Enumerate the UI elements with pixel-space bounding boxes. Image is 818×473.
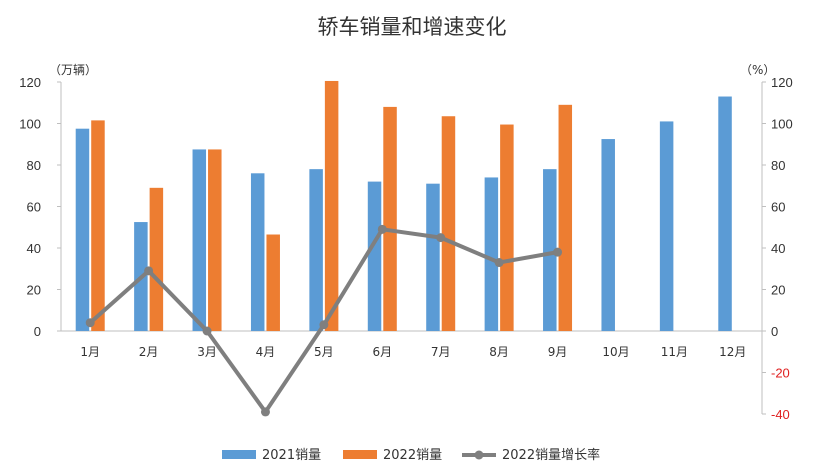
bar-2021 — [659, 121, 674, 331]
bar-2022 — [500, 124, 514, 331]
y-right-tick-label: 40 — [771, 241, 785, 256]
legend-swatch-2022 — [343, 450, 377, 459]
y-left-tick-label: 0 — [34, 324, 41, 339]
y-left-tick-label: 20 — [27, 283, 41, 298]
legend-label-2022: 2022销量 — [383, 448, 442, 463]
bar-2022 — [383, 106, 397, 332]
legend-label-2021: 2021销量 — [262, 448, 321, 463]
legend-swatch-growth-marker — [474, 450, 484, 460]
x-tick-label: 6月 — [372, 345, 392, 359]
bar-2022 — [266, 234, 280, 331]
chart-title: 轿车销量和增速变化 — [318, 15, 507, 39]
x-tick-label: 3月 — [197, 345, 217, 359]
x-tick-label: 4月 — [256, 345, 276, 359]
bar-2021 — [250, 173, 265, 331]
legend-swatch-2021 — [222, 450, 256, 459]
bar-2021 — [367, 181, 382, 331]
bar-2021 — [75, 128, 90, 331]
growth-point — [260, 407, 270, 417]
x-axis-labels: 1月 2月 3月 4月 5月 6月 7月 8月 9月 10月 11月 12月 — [80, 345, 746, 359]
y-right-tick-label: -20 — [771, 366, 790, 381]
y-right-tick-label: 100 — [771, 117, 793, 132]
y-left-tick-label: 40 — [27, 241, 41, 256]
growth-point — [144, 266, 154, 276]
y-right-tick-label: 80 — [771, 158, 785, 173]
x-tick-label: 1月 — [80, 345, 100, 359]
axes: 0 20 40 60 80 100 120 -40 -20 0 20 40 60 80 100 120 — [19, 75, 792, 422]
bar-2021 — [543, 169, 557, 331]
growth-point — [436, 233, 446, 243]
bar-2021 — [484, 177, 499, 331]
legend: 2021销量 2022销量 2022销量增长率 — [222, 447, 600, 463]
x-tick-label: 5月 — [314, 345, 334, 359]
y-right-tick-label: -40 — [771, 407, 790, 422]
bar-2022 — [91, 120, 105, 331]
y-right-tick-label: 120 — [771, 75, 793, 90]
growth-point — [377, 224, 387, 234]
y-left-tick-label: 120 — [19, 75, 41, 90]
growth-line — [85, 224, 563, 417]
x-tick-label: 7月 — [431, 345, 451, 359]
growth-point — [319, 320, 329, 330]
bar-2021 — [426, 183, 440, 331]
bar-2021 — [718, 96, 732, 332]
x-tick-label: 11月 — [661, 345, 688, 359]
growth-point — [85, 318, 95, 328]
growth-point — [202, 326, 212, 336]
bar-2022 — [558, 104, 573, 331]
y-right-unit: （%） — [740, 63, 775, 77]
bar-2022 — [441, 116, 456, 331]
bar-2021 — [601, 139, 615, 331]
bar-2021 — [192, 149, 207, 331]
y-left-tick-label: 60 — [27, 200, 41, 215]
y-left-tick-label: 100 — [19, 117, 41, 132]
x-tick-label: 8月 — [489, 345, 509, 359]
bar-2021 — [309, 169, 323, 331]
y-right-tick-label: 0 — [771, 324, 778, 339]
y-left-tick-label: 80 — [27, 158, 41, 173]
x-tick-label: 2月 — [139, 345, 159, 359]
y-right-tick-label: 60 — [771, 200, 785, 215]
x-tick-label: 9月 — [548, 345, 568, 359]
x-tick-label: 12月 — [719, 345, 746, 359]
x-tick-label: 10月 — [602, 345, 629, 359]
y-left-unit: （万辆） — [49, 63, 97, 77]
growth-point — [494, 258, 504, 268]
bar-2022 — [149, 187, 164, 331]
y-right-tick-label: 20 — [771, 283, 785, 298]
bar-2022 — [324, 80, 339, 332]
bar-2022 — [208, 149, 222, 331]
legend-label-growth: 2022销量增长率 — [502, 447, 600, 463]
bars — [75, 80, 732, 332]
growth-point — [553, 247, 563, 257]
